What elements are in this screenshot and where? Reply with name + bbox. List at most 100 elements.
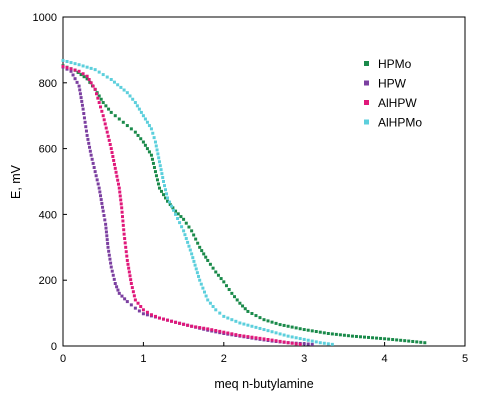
data-point-alhpmo <box>112 80 116 84</box>
data-point-hpw <box>80 103 84 107</box>
data-point-alhpw <box>130 286 134 290</box>
data-point-alhpw <box>123 237 127 241</box>
data-point-alhpmo <box>139 110 143 114</box>
data-point-alhpw <box>149 313 153 317</box>
data-point-hpw <box>120 294 124 298</box>
data-point-hpw <box>65 67 69 71</box>
data-point-alhpmo <box>201 286 205 290</box>
data-point-hpmo <box>157 186 161 190</box>
data-point-alhpw <box>100 109 104 113</box>
data-point-hpw <box>117 291 121 295</box>
data-point-alhpmo <box>322 341 326 345</box>
data-point-alhpw <box>117 186 121 190</box>
data-point-hpw <box>110 269 114 273</box>
data-point-alhpw <box>206 327 210 331</box>
data-point-alhpw <box>136 301 140 305</box>
data-point-hpmo <box>298 327 302 331</box>
legend-label: AlHPW <box>378 96 417 110</box>
data-point-hpw <box>101 205 105 209</box>
data-point-alhpmo <box>318 341 322 345</box>
data-point-hpmo <box>85 77 89 81</box>
data-point-hpmo <box>155 178 159 182</box>
data-point-alhpw <box>246 335 250 339</box>
data-point-hpmo <box>219 277 223 281</box>
data-point-hpmo <box>121 120 125 124</box>
data-point-hpw <box>101 209 105 213</box>
data-point-hpmo <box>204 255 208 259</box>
data-point-hpmo <box>184 221 188 225</box>
data-point-hpw <box>80 99 84 103</box>
data-point-hpmo <box>182 217 186 221</box>
data-point-alhpw <box>126 262 130 266</box>
data-point-alhpmo <box>135 104 139 108</box>
data-point-alhpmo <box>172 208 176 212</box>
data-point-alhpw <box>95 92 98 96</box>
data-point-hpw <box>73 77 77 81</box>
data-point-alhpw <box>266 338 270 342</box>
data-point-alhpw <box>114 170 118 174</box>
data-point-hpmo <box>198 245 202 249</box>
data-point-hpmo <box>338 333 342 337</box>
data-point-alhpmo <box>153 140 157 144</box>
data-point-alhpw <box>122 232 126 236</box>
data-point-hpw <box>99 194 103 198</box>
data-point-alhpmo <box>226 316 230 320</box>
data-point-alhpmo <box>149 127 153 131</box>
data-point-alhpw <box>112 158 116 162</box>
data-point-alhpmo <box>109 78 113 82</box>
data-point-alhpw <box>127 266 131 270</box>
data-point-hpmo <box>211 266 215 270</box>
data-point-alhpmo <box>73 62 77 66</box>
data-point-alhpw <box>238 333 242 337</box>
data-point-alhpmo <box>178 221 182 225</box>
data-point-hpmo <box>176 212 180 216</box>
data-point-alhpw <box>87 78 91 82</box>
data-point-hpw <box>104 226 108 230</box>
data-point-hpw <box>92 166 96 170</box>
data-point-alhpw <box>121 219 125 223</box>
data-point-alhpmo <box>156 152 160 156</box>
data-point-alhpw <box>96 96 100 100</box>
x-tick-label: 1 <box>140 353 146 365</box>
data-point-hpmo <box>104 104 108 108</box>
data-point-hpmo <box>152 166 156 170</box>
data-point-hpmo <box>250 312 254 316</box>
data-point-hpmo <box>97 94 101 98</box>
data-point-alhpmo <box>151 131 155 135</box>
data-point-hpmo <box>310 329 314 333</box>
data-point-alhpw <box>290 341 294 345</box>
data-point-hpmo <box>423 341 427 345</box>
data-point-alhpw <box>121 223 125 227</box>
data-point-alhpmo <box>77 63 81 67</box>
data-point-hpmo <box>190 229 194 233</box>
data-point-alhpw <box>77 69 81 73</box>
data-point-alhpmo <box>298 337 302 341</box>
y-tick-label: 400 <box>39 209 57 221</box>
y-tick-label: 600 <box>39 144 57 156</box>
data-point-alhpw <box>112 162 116 166</box>
data-point-alhpw <box>202 326 206 330</box>
data-point-hpmo <box>367 335 371 339</box>
data-point-hpmo <box>162 193 165 197</box>
data-point-hpmo <box>391 338 395 342</box>
data-point-alhpw <box>190 324 194 328</box>
data-point-alhpmo <box>197 274 201 278</box>
data-point-hpw <box>137 309 141 313</box>
x-tick-label: 3 <box>301 353 307 365</box>
data-point-hpmo <box>82 75 86 79</box>
data-point-hpw <box>71 73 75 77</box>
data-point-hpmo <box>419 340 423 344</box>
data-point-alhpw <box>234 333 238 337</box>
data-point-alhpw <box>123 241 127 245</box>
data-point-hpw <box>112 277 116 281</box>
data-point-hpw <box>86 137 90 141</box>
data-point-hpmo <box>358 335 362 339</box>
data-point-hpmo <box>354 334 358 338</box>
data-point-hpw <box>99 198 103 202</box>
data-point-hpw <box>141 312 145 316</box>
data-point-hpmo <box>153 170 157 174</box>
data-point-hpw <box>98 190 102 194</box>
data-point-hpw <box>103 218 107 222</box>
data-point-alhpw <box>298 342 302 346</box>
data-point-hpw <box>83 120 87 124</box>
